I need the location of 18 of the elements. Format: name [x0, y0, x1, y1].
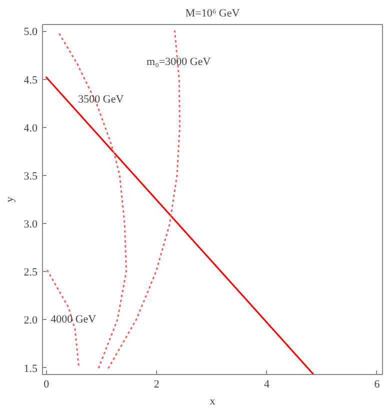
x-tick-label: 4: [264, 378, 270, 390]
y-tick-label: 1.5: [24, 362, 38, 375]
annotation: 4000 GeV: [50, 314, 96, 326]
annotation: m₀=3000 GeV: [146, 56, 211, 68]
y-axis-title: y: [4, 196, 16, 202]
chart-title: M=10⁶ GeV: [185, 8, 240, 20]
y-tick-label: 4.5: [24, 74, 38, 86]
x-tick-label: 2: [154, 378, 160, 390]
y-tick-label: 4.0: [24, 122, 38, 134]
x-axis-title: x: [210, 396, 216, 408]
y-tick-label: 2.0: [24, 314, 38, 327]
y-tick-label: 3.5: [24, 170, 38, 182]
y-tick-label: 5.0: [24, 26, 38, 38]
annotation: 3500 GeV: [78, 94, 124, 106]
x-tick-label: 6: [374, 378, 380, 390]
y-tick-label: 2.5: [24, 266, 38, 279]
x-tick-label: 0: [44, 378, 50, 390]
y-tick-label: 3.0: [24, 218, 38, 231]
